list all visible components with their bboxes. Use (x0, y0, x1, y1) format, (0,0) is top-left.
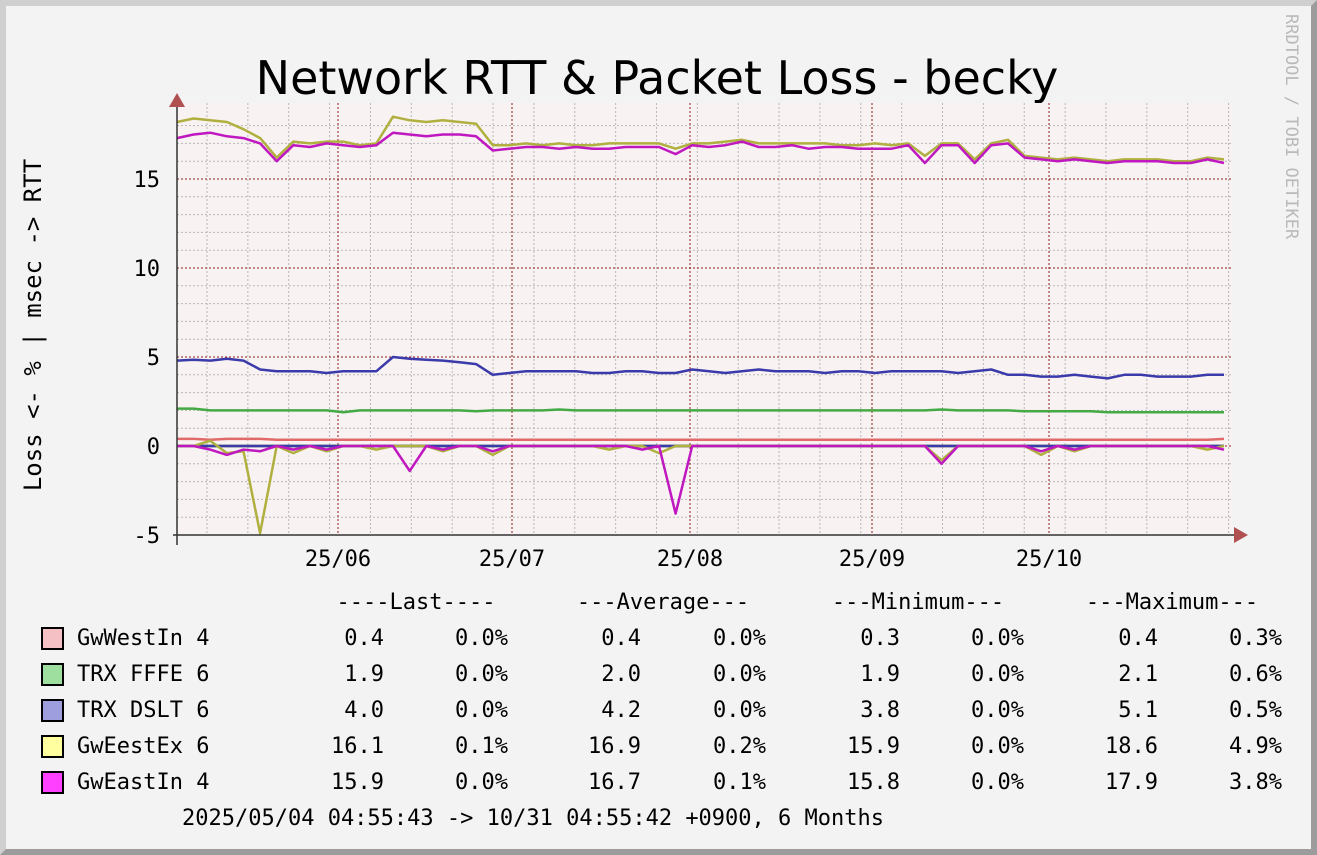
legend-header: ----Last---- (337, 590, 496, 615)
x-tick-label: 25/10 (1016, 547, 1082, 572)
legend-series-name: GwWestIn 4 (77, 626, 209, 651)
legend-stat-value: 0.3% (1229, 626, 1282, 651)
plot-background (177, 103, 1232, 535)
x-tick-label: 25/08 (657, 547, 723, 572)
time-range-footer: 2025/05/04 04:55:43 -> 10/31 04:55:42 +0… (182, 806, 884, 831)
legend-swatch (41, 627, 64, 650)
y-axis-label: Loss <- % | msec -> RTT (19, 159, 47, 491)
legend-swatch (41, 735, 64, 758)
series-rtt-line (177, 407, 1224, 414)
legend-swatch (41, 699, 64, 722)
chart-title: Network RTT & Packet Loss - becky (256, 51, 1059, 105)
legend-stat-value: 18.6 (1105, 734, 1158, 759)
legend-stat-value: 2.1 (1118, 662, 1158, 687)
legend-stat-value: 0.0% (971, 770, 1024, 795)
y-tick-label: 5 (147, 346, 160, 371)
legend-stat-value: 3.8% (1229, 770, 1282, 795)
legend-stat-value: 15.9 (331, 770, 384, 795)
legend-stat-value: 0.0% (971, 626, 1024, 651)
series-lines (176, 115, 1225, 535)
legend-swatch (41, 663, 64, 686)
series-rtt-line (176, 355, 1224, 380)
legend-stat-value: 0.0% (971, 662, 1024, 687)
series-rtt-line (176, 131, 1225, 165)
legend-stat-value: 0.2% (713, 734, 766, 759)
legend-stat-value: 0.3 (860, 626, 900, 651)
legend-stat-value: 17.9 (1105, 770, 1158, 795)
legend-stat-value: 0.0% (713, 698, 766, 723)
legend-stat-value: 4.0 (344, 698, 384, 723)
series-loss-line (177, 444, 1225, 515)
x-tick-label: 25/07 (479, 547, 545, 572)
legend-stat-value: 1.9 (860, 662, 900, 687)
legend-stat-value: 16.1 (331, 734, 384, 759)
plot-area (177, 103, 1232, 535)
legend-stat-value: 0.5% (1229, 698, 1282, 723)
legend-stat-value: 4.9% (1229, 734, 1282, 759)
legend-stat-value: 3.8 (860, 698, 900, 723)
legend-stat-value: 0.4 (1118, 626, 1158, 651)
legend-stat-value: 1.9 (344, 662, 384, 687)
legend-stat-value: 0.4 (344, 626, 384, 651)
legend-stat-value: 0.0% (971, 698, 1024, 723)
legend-stat-value: 0.0% (971, 734, 1024, 759)
legend-stat-value: 15.8 (847, 770, 900, 795)
legend-stat-value: 0.0% (713, 662, 766, 687)
legend-stat-value: 0.0% (713, 626, 766, 651)
legend-series-name: TRX DSLT 6 (77, 698, 209, 723)
y-tick-label: 15 (134, 168, 161, 193)
legend-series-name: GwEestEx 6 (77, 734, 209, 759)
y-tick-label: 10 (134, 257, 161, 282)
x-axis-arrow (1234, 527, 1248, 543)
legend-stat-value: 4.2 (601, 698, 641, 723)
legend-stat-value: 0.0% (455, 770, 508, 795)
legend: ----Last---- ---Average--- ---Minimum--- --… (41, 590, 1282, 795)
legend-stat-value: 0.6% (1229, 662, 1282, 687)
axes (169, 93, 1248, 545)
legend-stat-value: 16.7 (588, 770, 641, 795)
legend-stat-value: 0.0% (455, 626, 508, 651)
legend-swatch (41, 771, 64, 794)
major-grid (177, 103, 1232, 535)
series-rtt-line (177, 437, 1225, 442)
y-axis-arrow (169, 93, 185, 107)
x-tick-label: 25/09 (839, 547, 905, 572)
series-rtt-line (176, 115, 1225, 163)
rrdtool-watermark: RRDTOOL / TOBI OETIKER (1281, 14, 1301, 240)
legend-stat-value: 16.9 (588, 734, 641, 759)
y-tick-label: -5 (134, 524, 161, 549)
legend-header: ---Average--- (577, 590, 749, 615)
y-tick-label: 0 (147, 435, 160, 460)
legend-series-name: GwEastIn 4 (77, 770, 209, 795)
legend-header: ---Maximum--- (1086, 590, 1258, 615)
legend-stat-value: 5.1 (1118, 698, 1158, 723)
legend-stat-value: 2.0 (601, 662, 641, 687)
y-tick-labels: -5 0 5 10 15 (134, 168, 161, 549)
legend-stat-value: 15.9 (847, 734, 900, 759)
legend-header: ---Minimum--- (832, 590, 1004, 615)
legend-stat-value: 0.0% (455, 698, 508, 723)
legend-series-name: TRX FFFE 6 (77, 662, 209, 687)
minor-grid (177, 103, 1232, 535)
legend-stat-value: 0.1% (713, 770, 766, 795)
legend-stat-value: 0.1% (455, 734, 508, 759)
x-tick-labels: 25/06 25/07 25/08 25/09 25/10 (305, 547, 1082, 572)
legend-stat-value: 0.0% (455, 662, 508, 687)
x-tick-label: 25/06 (305, 547, 371, 572)
legend-stat-value: 0.4 (601, 626, 641, 651)
